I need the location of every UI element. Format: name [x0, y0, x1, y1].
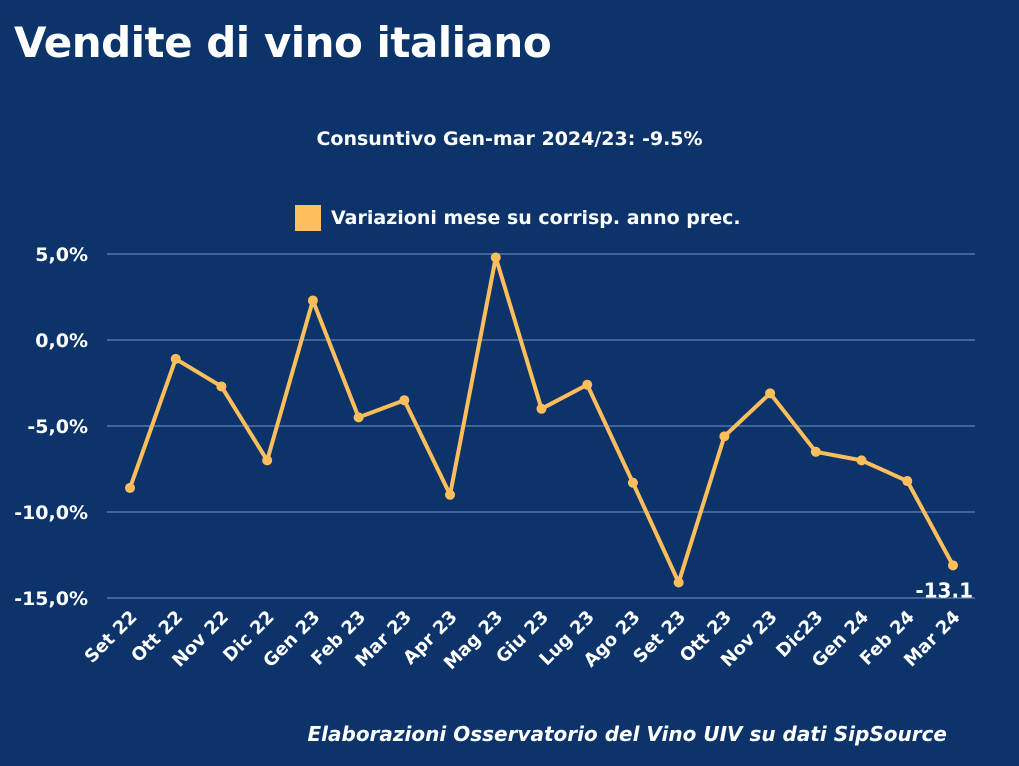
- data-point: [810, 446, 821, 457]
- data-point: [170, 353, 181, 364]
- y-tick-label: -10,0%: [14, 502, 88, 524]
- data-point: [719, 431, 730, 442]
- data-point: [765, 388, 776, 399]
- data-point: [353, 412, 364, 423]
- y-tick-label: -15,0%: [14, 588, 88, 610]
- data-point: [948, 560, 958, 571]
- series-line: [128, 255, 955, 585]
- legend: Variazioni mese su corrisp. anno prec.: [295, 205, 741, 231]
- data-point: [582, 379, 593, 390]
- legend-label: Variazioni mese su corrisp. anno prec.: [331, 207, 741, 229]
- page-title: Vendite di vino italiano: [14, 18, 552, 67]
- data-point: [307, 295, 318, 306]
- data-point: [262, 455, 273, 466]
- chart-subtitle: Consuntivo Gen-mar 2024/23: -9.5%: [316, 128, 703, 150]
- data-label: -13.1: [915, 578, 973, 602]
- data-point: [627, 477, 638, 488]
- y-tick-label: 5,0%: [35, 244, 88, 266]
- data-point: [536, 403, 547, 414]
- y-tick-label: 0,0%: [35, 330, 88, 352]
- data-point: [856, 455, 867, 466]
- y-tick-label: -5,0%: [27, 416, 88, 438]
- data-point: [125, 482, 135, 493]
- data-point: [399, 395, 410, 406]
- data-point: [445, 489, 456, 500]
- source-note: Elaborazioni Osservatorio del Vino UIV s…: [307, 722, 947, 746]
- data-point: [902, 476, 913, 487]
- x-tick-label: Set 22: [81, 607, 142, 668]
- data-point: [490, 252, 501, 263]
- legend-swatch: [295, 205, 321, 231]
- data-point: [673, 577, 684, 588]
- data-point: [216, 381, 227, 392]
